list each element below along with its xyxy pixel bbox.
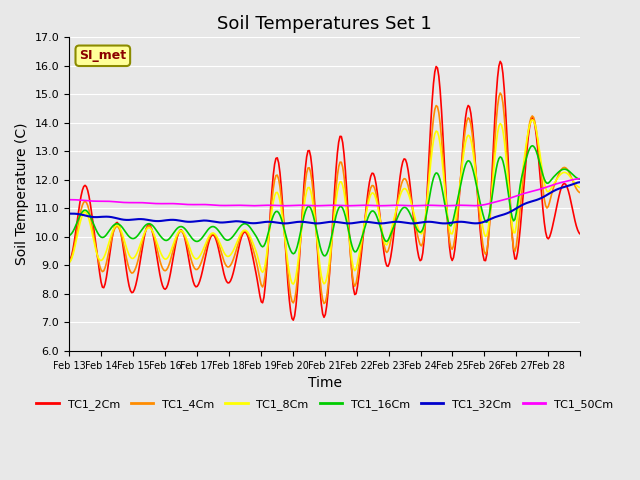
- X-axis label: Time: Time: [308, 376, 342, 390]
- Line: TC1_8Cm: TC1_8Cm: [69, 120, 580, 284]
- TC1_16Cm: [320, 253, 328, 259]
- TC1_32Cm: [440, 220, 448, 226]
- TC1_2Cm: [65, 259, 73, 264]
- TC1_32Cm: [577, 180, 584, 185]
- TC1_32Cm: [99, 214, 106, 220]
- TC1_2Cm: [508, 233, 516, 239]
- Line: TC1_50Cm: TC1_50Cm: [69, 179, 580, 206]
- TC1_50Cm: [507, 195, 515, 201]
- TC1_32Cm: [65, 211, 73, 216]
- TC1_8Cm: [431, 131, 438, 137]
- TC1_16Cm: [65, 233, 73, 239]
- TC1_16Cm: [507, 208, 515, 214]
- TC1_4Cm: [508, 234, 516, 240]
- TC1_32Cm: [574, 180, 582, 185]
- TC1_4Cm: [83, 200, 90, 205]
- TC1_8Cm: [529, 117, 536, 123]
- Line: TC1_32Cm: TC1_32Cm: [69, 182, 580, 223]
- TC1_50Cm: [440, 203, 448, 209]
- TC1_4Cm: [65, 259, 73, 265]
- TC1_16Cm: [431, 172, 438, 178]
- TC1_8Cm: [83, 210, 90, 216]
- TC1_32Cm: [83, 213, 90, 219]
- TC1_4Cm: [575, 189, 583, 195]
- Line: TC1_16Cm: TC1_16Cm: [69, 146, 580, 256]
- Y-axis label: Soil Temperature (C): Soil Temperature (C): [15, 123, 29, 265]
- TC1_8Cm: [577, 185, 584, 191]
- TC1_8Cm: [507, 211, 515, 217]
- TC1_4Cm: [497, 90, 504, 96]
- Line: TC1_4Cm: TC1_4Cm: [69, 93, 580, 303]
- TC1_2Cm: [289, 317, 297, 323]
- TC1_4Cm: [431, 107, 438, 112]
- TC1_32Cm: [429, 219, 437, 225]
- TC1_8Cm: [99, 257, 106, 263]
- TC1_8Cm: [575, 184, 583, 190]
- TC1_50Cm: [65, 197, 73, 203]
- TC1_50Cm: [83, 198, 90, 204]
- TC1_16Cm: [330, 225, 337, 231]
- TC1_32Cm: [328, 219, 336, 225]
- TC1_50Cm: [99, 198, 106, 204]
- TC1_2Cm: [497, 59, 504, 64]
- TC1_16Cm: [575, 176, 583, 182]
- TC1_32Cm: [507, 209, 515, 215]
- TC1_16Cm: [577, 177, 584, 182]
- TC1_50Cm: [328, 203, 336, 208]
- TC1_2Cm: [575, 230, 583, 236]
- TC1_2Cm: [577, 231, 584, 237]
- TC1_50Cm: [429, 203, 437, 208]
- TC1_2Cm: [330, 208, 337, 214]
- Legend: TC1_2Cm, TC1_4Cm, TC1_8Cm, TC1_16Cm, TC1_32Cm, TC1_50Cm: TC1_2Cm, TC1_4Cm, TC1_8Cm, TC1_16Cm, TC1…: [32, 395, 618, 414]
- TC1_16Cm: [529, 143, 536, 149]
- TC1_2Cm: [431, 69, 438, 75]
- Text: SI_met: SI_met: [79, 49, 126, 62]
- Title: Soil Temperatures Set 1: Soil Temperatures Set 1: [218, 15, 432, 33]
- TC1_4Cm: [330, 219, 337, 225]
- TC1_8Cm: [65, 260, 73, 265]
- TC1_2Cm: [83, 184, 90, 190]
- TC1_2Cm: [99, 284, 106, 290]
- TC1_8Cm: [289, 281, 297, 287]
- TC1_4Cm: [99, 269, 106, 275]
- Line: TC1_2Cm: TC1_2Cm: [69, 61, 580, 320]
- TC1_4Cm: [320, 300, 328, 306]
- TC1_8Cm: [330, 222, 337, 228]
- TC1_50Cm: [577, 176, 584, 181]
- TC1_4Cm: [577, 190, 584, 196]
- TC1_16Cm: [99, 235, 106, 240]
- TC1_50Cm: [574, 176, 582, 182]
- TC1_16Cm: [83, 208, 90, 214]
